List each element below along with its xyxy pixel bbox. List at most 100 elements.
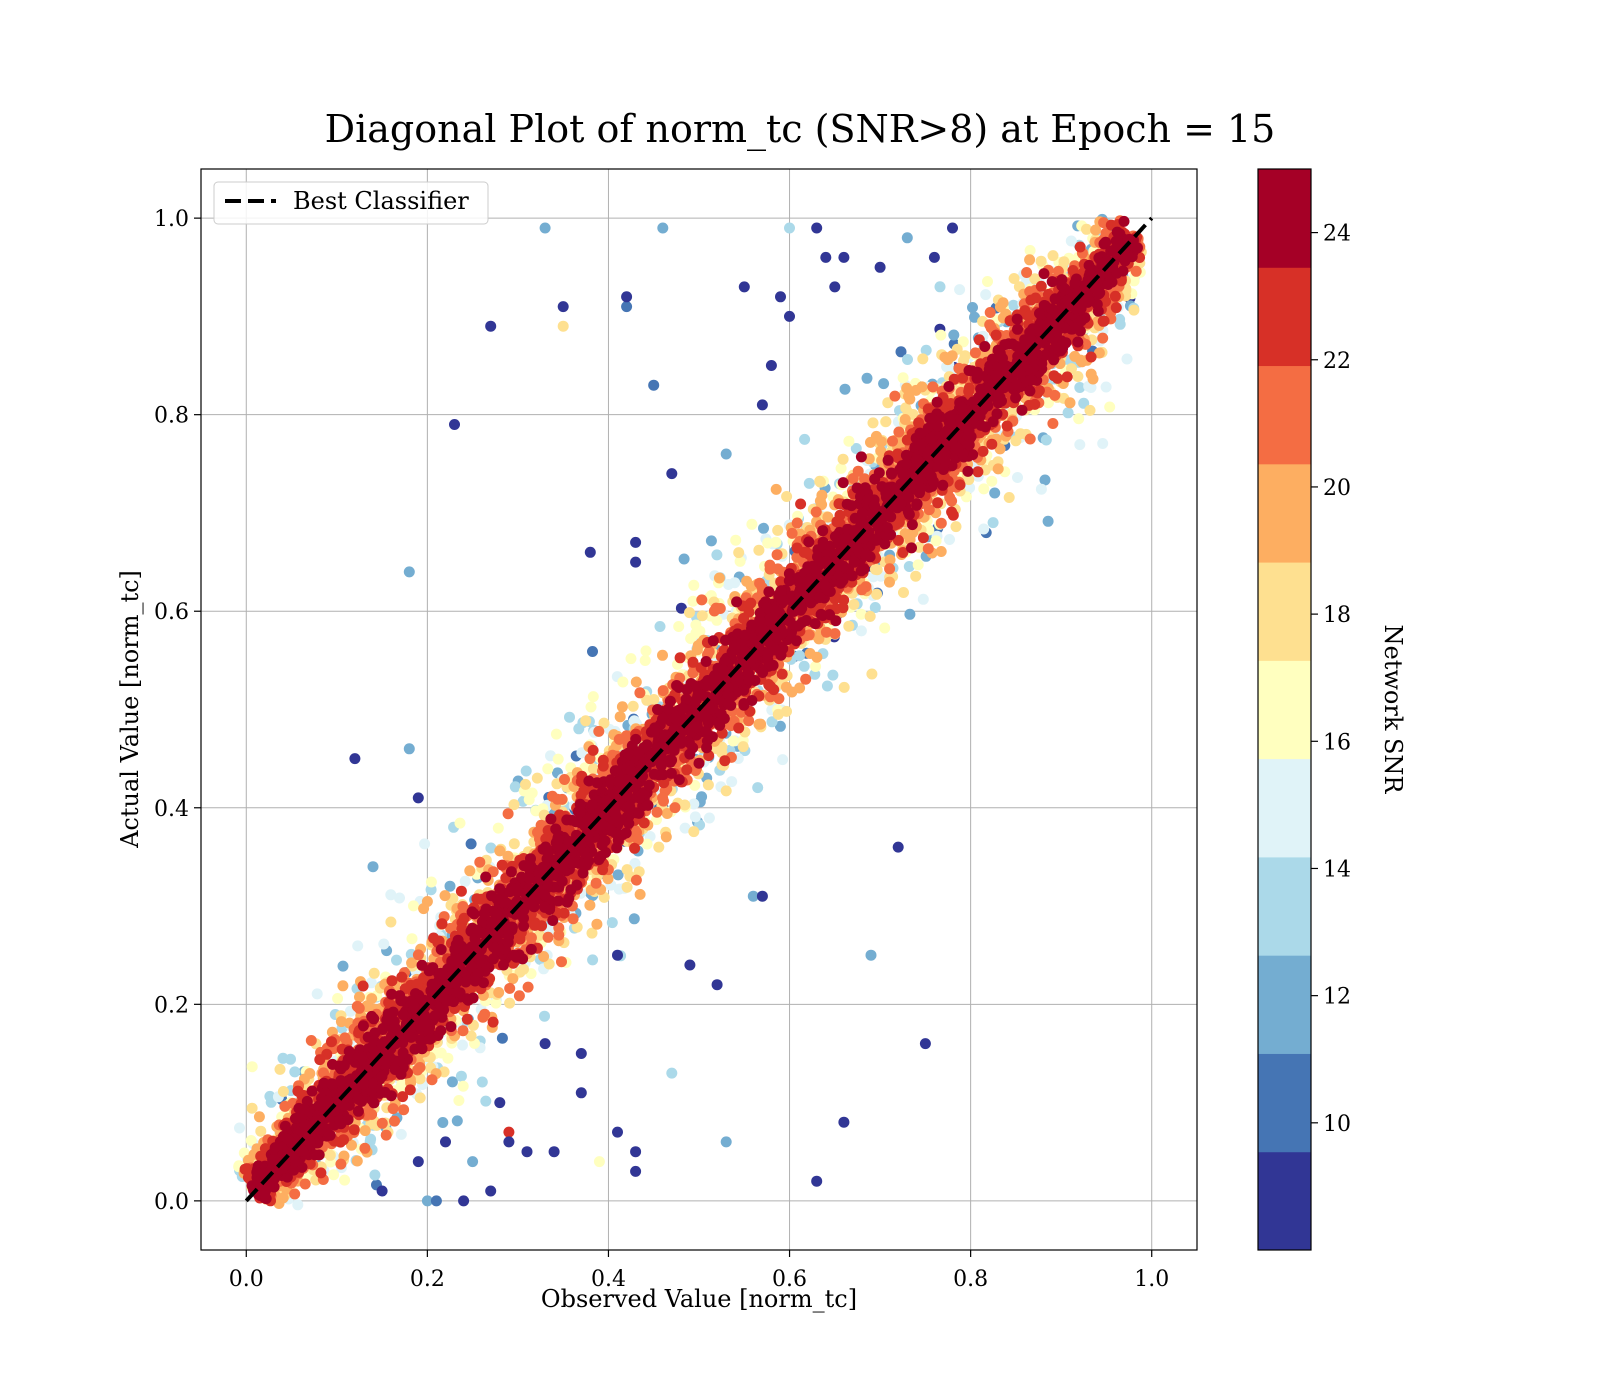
data-point [354,991,365,1003]
data-point [408,900,419,912]
data-point [538,951,550,962]
data-point [1024,254,1036,266]
data-point [289,1066,301,1078]
data-point [944,534,955,545]
data-point [978,483,990,495]
data-point [246,1061,258,1073]
data-point [898,587,909,598]
data-point [571,921,583,933]
data-point [957,336,969,348]
data-point [508,838,520,850]
data-point [794,650,805,662]
data-point [598,717,610,729]
data-point [1074,382,1086,393]
data-point [737,741,749,753]
data-point [556,956,567,968]
data-point [772,524,784,536]
data-point [523,794,535,806]
data-point [454,817,466,829]
data-point [904,393,916,405]
data-point [311,988,323,1000]
data-point [848,599,860,610]
data-point [346,1139,357,1151]
data-point [514,966,526,978]
data-point [730,534,742,546]
data-point [984,307,996,318]
data-point [864,610,876,622]
data-point [987,517,999,529]
data-point [923,504,935,516]
data-point [1062,407,1074,419]
data-point [406,933,418,945]
data-point [502,850,514,862]
data-point [587,954,599,966]
data-point [930,535,942,547]
data-point [967,302,978,313]
data-point [627,700,639,712]
data-point [711,549,723,561]
data-point [899,414,911,425]
data-point [994,443,1006,455]
data-point [935,329,947,341]
data-point [590,877,602,889]
data-point [839,383,851,395]
data-point [942,354,954,366]
data-point [353,1002,365,1014]
data-point [1003,492,1015,503]
data-point [923,524,935,536]
data-point [804,648,816,659]
data-point [869,602,881,613]
data-point [1130,265,1142,277]
data-point [639,655,651,666]
data-point [641,694,653,706]
data-point [810,661,822,672]
data-point [705,535,717,547]
data-point [920,344,932,356]
data-point [838,681,850,693]
data-point [520,765,532,777]
data-point [912,559,924,571]
data-point [994,301,1006,313]
data-point [477,1011,489,1023]
data-point [504,997,516,1009]
data-point [688,579,700,591]
data-point [843,435,855,447]
data-point [476,1076,488,1088]
data-point [457,1080,469,1092]
data-point [889,390,901,402]
data-point [713,572,725,584]
data-point [425,884,437,896]
data-point [1029,273,1041,285]
data-point [964,482,976,494]
data-point [630,874,642,886]
data-point [586,927,598,939]
data-point [508,799,520,811]
data-point [813,633,825,645]
data-point [369,1169,381,1181]
data-point [543,958,555,970]
data-point [587,691,599,703]
data-point [1052,265,1064,277]
data-point [304,1068,316,1079]
data-point [821,680,833,692]
data-point [612,869,624,881]
data-point [359,1142,371,1154]
data-point [640,645,652,657]
data-point [827,669,839,681]
data-point [803,477,815,489]
data-point [743,715,755,727]
data-point [1114,313,1126,325]
data-point [762,537,774,549]
data-point [859,473,870,485]
data-point [465,1030,477,1042]
data-point [1104,401,1116,413]
data-point [455,1070,467,1082]
data-point [688,798,700,810]
data-point [954,284,966,296]
data-point [703,812,715,824]
data-point [292,1199,304,1211]
data-point [395,1081,407,1093]
data-point [843,620,855,632]
data-point [887,435,898,447]
data-point [1085,368,1097,380]
